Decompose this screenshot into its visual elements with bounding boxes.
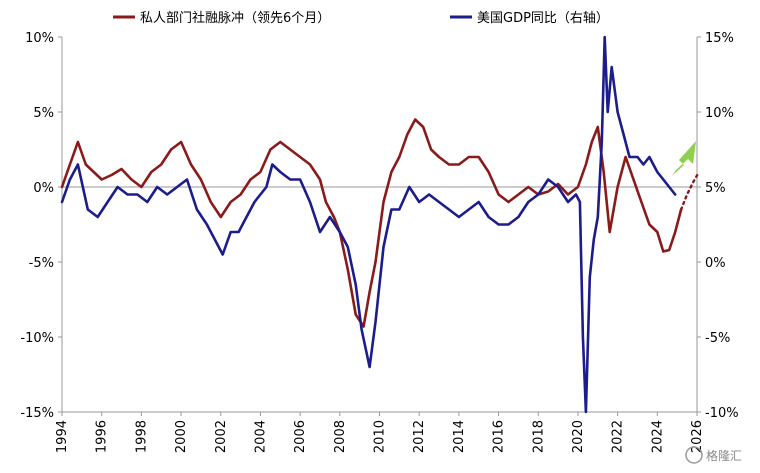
x-tick-label: 1994: [55, 420, 70, 453]
watermark-logo: 格隆汇: [685, 446, 742, 464]
y-left-tick-label: 0%: [33, 181, 54, 196]
watermark-text: 格隆汇: [706, 448, 742, 463]
x-tick-label: 2018: [531, 420, 546, 453]
y-left-tick-label: -5%: [29, 256, 54, 271]
x-tick-label: 2020: [571, 420, 586, 453]
x-tick-label: 2000: [174, 420, 189, 453]
x-tick-label: 2014: [452, 420, 467, 453]
x-tick-label: 2010: [373, 420, 388, 453]
y-left-tick-label: -15%: [20, 406, 54, 421]
series-layer: [60, 35, 701, 414]
y-right-tick-label: 0%: [705, 256, 726, 271]
y-left-tick-label: -10%: [20, 331, 54, 346]
x-tick-label: 2026: [690, 420, 705, 453]
series-line-forecast: [679, 170, 701, 211]
x-tick-label: 1996: [95, 420, 110, 453]
y-right-tick-label: 10%: [705, 106, 734, 121]
legend-label: 美国GDP同比（右轴）: [477, 11, 609, 26]
legend-label: 私人部门社融脉冲（领先6个月）: [140, 10, 330, 26]
y-right-tick-label: -5%: [705, 331, 730, 346]
watermark-icon: [685, 446, 703, 464]
x-tick-label: 1998: [134, 420, 149, 453]
arrow-icon: [672, 141, 696, 176]
y-left-tick-label: 10%: [25, 31, 54, 46]
trend-arrow: [672, 141, 696, 176]
y-right-tick-label: 15%: [705, 31, 734, 46]
series-line-credit-impulse: [60, 118, 683, 328]
y-right-tick-label: 5%: [705, 181, 726, 196]
ticks-layer: 10% 5% 0% -5% -10% -15% 15% 10% 5% 0% -5% -10% 1994 1…: [20, 31, 738, 453]
y-right-tick-label: -10%: [705, 406, 739, 421]
legend: 私人部门社融脉冲（领先6个月） 美国GDP同比（右轴）: [113, 10, 609, 26]
x-tick-label: 2006: [293, 420, 308, 453]
x-tick-label: 2004: [253, 420, 268, 453]
x-tick-label: 2008: [333, 420, 348, 453]
x-tick-label: 2022: [611, 420, 626, 453]
series-line-gdp: [60, 35, 677, 414]
x-tick-label: 2002: [214, 420, 229, 453]
x-tick-label: 2024: [650, 420, 665, 453]
y-left-tick-label: 5%: [33, 106, 54, 121]
x-tick-label: 2012: [412, 420, 427, 453]
x-tick-label: 2016: [492, 420, 507, 453]
